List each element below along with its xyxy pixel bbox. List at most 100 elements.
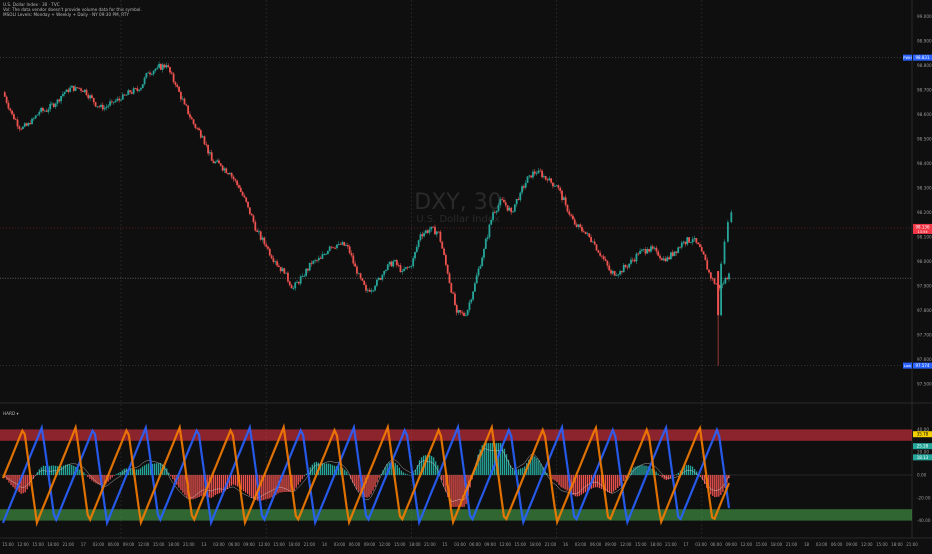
histogram-bar-negative <box>87 475 89 477</box>
up-candle <box>60 96 62 102</box>
histogram-bar-negative <box>246 475 249 494</box>
histogram-bar-negative <box>192 475 194 500</box>
price-tick-label: 99.000 <box>917 14 932 19</box>
histogram-bar-negative <box>218 475 220 494</box>
histogram-bar-negative <box>208 475 210 498</box>
down-candle <box>601 255 603 257</box>
time-tick-label: 12:00 <box>861 542 873 547</box>
up-candle <box>435 231 438 235</box>
up-candle <box>508 207 511 211</box>
down-candle <box>668 257 671 260</box>
down-candle <box>25 123 28 126</box>
down-candle <box>134 88 137 90</box>
histogram-bar-positive <box>655 471 657 475</box>
oscillator-pane[interactable] <box>0 422 912 527</box>
time-tick-label: 15:00 <box>32 542 44 547</box>
up-candle <box>274 261 277 263</box>
down-candle <box>575 224 578 227</box>
up-candle <box>488 224 491 238</box>
price-axis[interactable]: 99.000 98.900 98.800 98.700 98.600 98.500 98.4… <box>903 14 932 387</box>
down-candle <box>287 272 289 282</box>
histogram-bar-positive <box>390 461 392 475</box>
time-tick-label: 12:00 <box>741 542 753 547</box>
down-candle <box>343 242 346 246</box>
down-candle <box>602 256 605 260</box>
down-candle <box>533 171 536 174</box>
oscillator-tick-label: 40.00 <box>917 427 929 432</box>
candles[interactable] <box>3 61 733 366</box>
time-tick-label: 18:00 <box>409 542 421 547</box>
down-candle <box>252 215 255 223</box>
grid-lines <box>0 0 932 539</box>
down-candle <box>227 173 229 175</box>
up-candle <box>154 68 157 71</box>
down-candle <box>504 202 507 206</box>
down-candle <box>29 123 32 125</box>
time-tick-label: 15:00 <box>153 542 165 547</box>
time-tick-label: 06:00 <box>590 542 602 547</box>
down-candle <box>42 107 44 111</box>
histogram-bar-positive <box>522 467 524 475</box>
histogram-bar-positive <box>493 443 496 475</box>
time-tick-label: 15:00 <box>394 542 406 547</box>
up-candle <box>341 242 344 245</box>
histogram-bar-negative <box>562 475 564 489</box>
time-axis[interactable]: 15:00 12:00 15:00 18:00 21:00 17 03:00 06:00 09:… <box>2 542 918 547</box>
histogram-bar-negative <box>356 475 358 490</box>
down-candle <box>9 108 12 111</box>
oscillator-axis[interactable]: 40.00 20.00 0.00 -20.00 -40.00 35.78 25.28 18.1… <box>913 427 932 523</box>
down-candle <box>245 197 248 202</box>
levels-indicator-label[interactable]: MSOLI Levels: Monday + Weekly + Daily · … <box>3 12 129 17</box>
up-candle <box>34 115 37 119</box>
down-candle <box>726 277 729 280</box>
histogram-bar-positive <box>309 467 311 475</box>
oscillator-title[interactable]: HARD ▾ <box>3 411 19 416</box>
up-candle <box>686 237 689 245</box>
up-candle <box>617 274 620 276</box>
up-candle <box>38 111 41 115</box>
up-candle <box>43 110 46 112</box>
time-tick-label: 12:00 <box>620 542 632 547</box>
reference-lines <box>0 57 912 366</box>
up-candle <box>622 264 625 273</box>
histogram-bar-negative <box>378 475 380 478</box>
histogram-bar-negative <box>289 475 291 492</box>
up-candle <box>214 161 217 164</box>
histogram-bar-negative <box>718 475 720 497</box>
histogram-bar-negative <box>712 475 714 496</box>
up-candle <box>336 244 338 249</box>
up-candle <box>682 241 685 243</box>
histogram-bar-positive <box>164 466 166 475</box>
down-candle <box>199 130 202 138</box>
up-candle <box>325 254 327 255</box>
histogram-bar-positive <box>657 473 659 475</box>
down-candle <box>572 215 574 220</box>
histogram-bar-negative <box>22 475 24 494</box>
down-candle <box>118 98 121 101</box>
down-candle <box>91 95 93 98</box>
symbol-title[interactable]: U.S. Dollar Index · 30 · TVC <box>3 2 60 7</box>
histogram-bar-positive <box>540 463 542 475</box>
up-candle <box>65 89 68 92</box>
down-candle <box>443 248 445 255</box>
volume-notice: Vol: The data vendor doesn't provide vol… <box>3 7 142 12</box>
up-candle <box>301 275 304 277</box>
up-candle <box>428 229 431 233</box>
histogram-bar-negative <box>372 475 374 491</box>
up-candle <box>228 173 231 175</box>
time-tick-label: 18:00 <box>650 542 662 547</box>
down-candle <box>243 195 246 198</box>
time-tick-label: 09:00 <box>846 542 858 547</box>
up-candle <box>673 251 676 256</box>
down-candle <box>16 119 19 127</box>
down-candle <box>187 105 190 115</box>
down-candle <box>446 264 449 274</box>
down-candle <box>573 219 576 225</box>
up-candle <box>145 73 148 78</box>
up-candle <box>141 84 144 89</box>
up-candle <box>693 238 696 240</box>
histogram-bar-positive <box>477 454 479 475</box>
up-candle <box>147 72 150 74</box>
histogram-bar-negative <box>240 475 243 490</box>
